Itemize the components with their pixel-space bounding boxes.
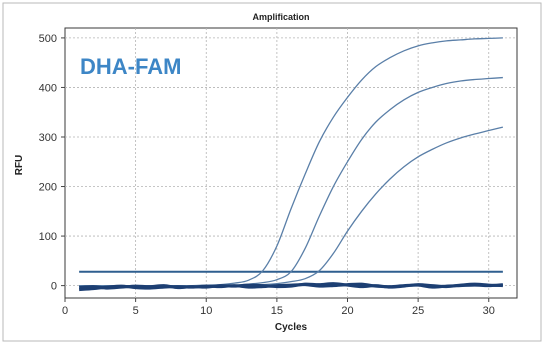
x-tick-label: 0 <box>62 305 68 317</box>
x-tick-label: 20 <box>341 305 353 317</box>
y-tick-label: 200 <box>39 182 57 194</box>
plot-area <box>64 27 518 299</box>
series-lines <box>79 37 504 292</box>
y-tick-label: 300 <box>39 132 57 144</box>
y-tick-label: 100 <box>39 231 57 243</box>
x-tick-label: 15 <box>271 305 283 317</box>
x-tick-label: 5 <box>133 305 139 317</box>
y-tick-label: 0 <box>51 281 57 293</box>
x-tick-label: 30 <box>483 305 495 317</box>
y-tick-label: 500 <box>39 33 57 45</box>
y-tick-label: 400 <box>39 82 57 94</box>
chart-title: Amplification <box>252 12 309 22</box>
x-axis-label: Cycles <box>275 322 308 333</box>
y-axis-label: RFU <box>14 155 25 176</box>
x-tick-label: 10 <box>200 305 212 317</box>
baseline-series-line <box>79 282 503 290</box>
x-tick-label: 25 <box>412 305 424 317</box>
annotation-label: DHA-FAM <box>80 54 181 79</box>
